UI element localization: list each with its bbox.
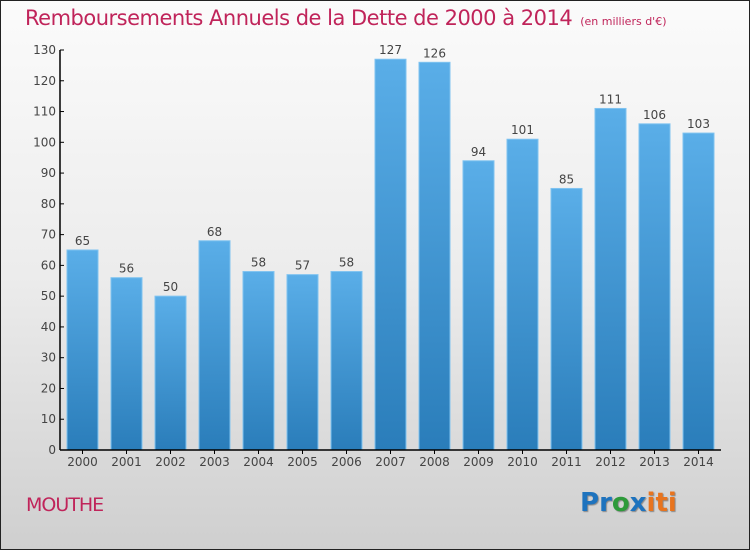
data-label-2000: 65 [75,234,90,248]
axes-group: 2000 2001 2002 2003 2004 2005 2006 2007 2008 2009… [33,43,721,469]
x-tick-label-2003: 2003 [199,455,230,469]
bar-2009 [462,160,495,451]
data-label-2005: 57 [295,259,310,273]
x-tick-label-2014: 2014 [683,455,714,469]
x-tick-label-2009: 2009 [463,455,494,469]
data-label-2011: 85 [559,172,574,186]
data-label-2010: 101 [511,123,534,137]
bar-2004 [242,271,275,451]
y-tick-label-50: 50 [41,289,56,303]
logo-letter: i [667,488,677,518]
data-label-2004: 58 [251,256,266,270]
data-label-2001: 56 [119,262,134,276]
y-tick-label-0: 0 [48,443,56,457]
y-tick-label-120: 120 [33,74,56,88]
data-label-2008: 126 [423,46,446,60]
x-tick-label-2012: 2012 [595,455,626,469]
bar-2011 [550,187,583,451]
logo-letter: r [599,488,612,518]
x-tick-label-2010: 2010 [507,455,538,469]
bar-2013 [638,123,671,451]
x-tick-label-2001: 2001 [111,455,142,469]
data-label-2002: 50 [163,280,178,294]
data-label-2006: 58 [339,256,354,270]
x-tick-label-2013: 2013 [639,455,670,469]
bar-2006 [330,271,363,451]
data-label-2003: 68 [207,225,222,239]
bar-2003 [198,240,231,451]
x-tick-label-2006: 2006 [331,455,362,469]
x-tick-label-2011: 2011 [551,455,582,469]
bar-2008 [418,61,451,451]
y-tick-label-40: 40 [41,320,56,334]
chart-title-text: Remboursements Annuels de la Dette de 20… [25,6,573,30]
bars-group: 65 56 50 68 58 57 58 127 126 94 101 85 111 106 103 [66,43,715,451]
x-tick-label-2000: 2000 [67,455,98,469]
logo-letter: P [580,488,600,518]
bar-2005 [286,274,319,451]
y-tick-label-110: 110 [33,105,56,119]
y-tick-label-90: 90 [41,166,56,180]
y-tick-label-70: 70 [41,228,56,242]
y-tick-label-30: 30 [41,351,56,365]
bar-2010 [506,138,539,451]
y-tick-label-60: 60 [41,258,56,272]
logo-letter: o [611,488,630,518]
data-label-2014: 103 [687,117,710,131]
chart-title: Remboursements Annuels de la Dette de 20… [25,6,666,30]
logo-letter: x [629,488,647,518]
bar-2001 [110,277,143,451]
city-name: MOUTHE [26,494,104,516]
x-tick-label-2008: 2008 [419,455,450,469]
logo-letter: t [655,488,668,518]
y-tick-label-130: 130 [33,43,56,57]
x-tick-label-2007: 2007 [375,455,406,469]
data-label-2007: 127 [379,43,402,57]
chart-unit: (en milliers d'€) [580,15,667,28]
x-tick-label-2004: 2004 [243,455,274,469]
y-tick-label-10: 10 [41,412,56,426]
bar-2007 [374,58,407,451]
data-label-2013: 106 [643,108,666,122]
x-tick-label-2005: 2005 [287,455,318,469]
data-label-2012: 111 [599,92,622,106]
bar-2000 [66,249,99,451]
bar-2012 [594,107,627,451]
data-label-2009: 94 [471,145,486,159]
bar-2014 [682,132,715,451]
y-tick-label-20: 20 [41,381,56,395]
x-tick-label-2002: 2002 [155,455,186,469]
bar-2002 [154,295,187,451]
proxiti-logo[interactable]: Proxiti [580,488,677,518]
y-tick-label-80: 80 [41,197,56,211]
y-tick-label-100: 100 [33,135,56,149]
logo-letter: i [646,488,656,518]
